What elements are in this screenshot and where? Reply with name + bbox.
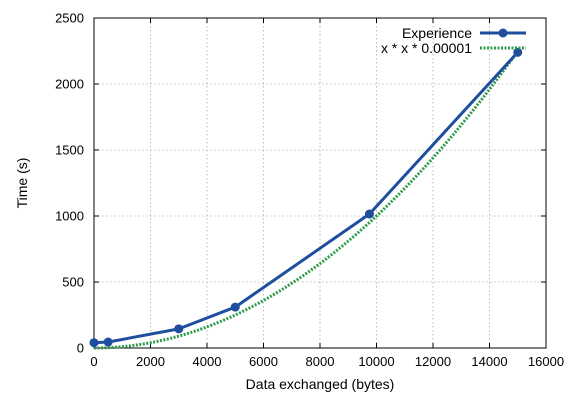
x-tick-label: 14000 — [471, 354, 507, 369]
x-axis-label: Data exchanged (bytes) — [246, 376, 395, 392]
x-tick-label: 2000 — [136, 354, 165, 369]
y-tick-label: 1500 — [55, 143, 84, 158]
series-layer — [89, 47, 523, 350]
x-tick-label: 6000 — [249, 354, 278, 369]
y-tick-label: 2500 — [55, 11, 84, 26]
y-tick-label: 2000 — [55, 77, 84, 92]
y-tick-label: 0 — [77, 341, 84, 356]
grid-lines — [94, 18, 546, 348]
series-experience-point — [103, 337, 113, 347]
series-experience-line — [93, 51, 519, 345]
x-tick-label: 4000 — [193, 354, 222, 369]
x-tick-label: 10000 — [358, 354, 394, 369]
series-experience-point — [513, 47, 523, 57]
x-tick-label: 0 — [90, 354, 97, 369]
series-experience-point — [230, 302, 240, 312]
series-experience-point — [364, 209, 374, 219]
series-experience-point — [174, 324, 184, 334]
y-tick-label: 500 — [62, 275, 84, 290]
axis-ticks: 0 2000 4000 6000 8000 10000 12000 14000 16000 0 50… — [55, 11, 564, 370]
legend-marker-experience — [498, 28, 508, 38]
y-axis-label: Time (s) — [14, 158, 30, 209]
x-tick-label: 12000 — [415, 354, 451, 369]
legend-label-experience: Experience — [402, 25, 472, 41]
y-tick-label: 1000 — [55, 209, 84, 224]
legend-label-function: x * x * 0.00001 — [381, 40, 472, 56]
series-function-line — [93, 50, 519, 350]
legend: Experience x * x * 0.00001 — [381, 25, 526, 56]
x-tick-label: 16000 — [528, 354, 564, 369]
series-experience-point — [89, 338, 99, 348]
x-tick-label: 8000 — [306, 354, 335, 369]
